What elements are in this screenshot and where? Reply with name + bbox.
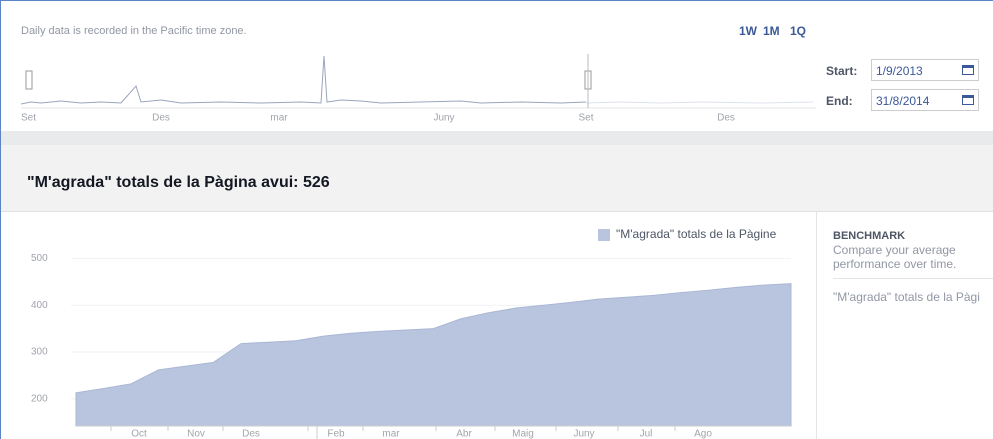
- range-handle[interactable]: [25, 70, 33, 90]
- range-1w[interactable]: 1W: [739, 24, 757, 38]
- y-tick-label: 200: [31, 393, 48, 404]
- timeline-label: Des: [152, 113, 170, 124]
- end-input[interactable]: 31/8/2014: [871, 89, 979, 111]
- x-tick-label: Abr: [456, 429, 472, 439]
- legend-swatch: [598, 229, 610, 241]
- x-tick-label: Maig: [512, 429, 534, 439]
- band-shadow: [1, 131, 993, 145]
- start-label: Start:: [826, 64, 858, 78]
- benchmark-rule: [833, 278, 993, 279]
- x-tick-label: Des: [242, 429, 260, 439]
- benchmark-metric[interactable]: "M'agrada" totals de la Pàgi: [833, 290, 980, 304]
- y-tick-label: 500: [31, 253, 48, 264]
- x-tick-label: mar: [382, 429, 400, 439]
- benchmark-text: Compare your average performance over ti…: [833, 243, 957, 271]
- x-tick-label: Juny: [573, 429, 594, 439]
- x-tick-label: Oct: [131, 429, 147, 439]
- y-tick-label: 400: [31, 300, 48, 311]
- timeline-label: mar: [270, 113, 288, 124]
- range-1m[interactable]: 1M: [763, 24, 780, 38]
- timeline-label: Set: [21, 113, 36, 124]
- y-tick-label: 300: [31, 347, 48, 358]
- timeline-label: Juny: [433, 113, 454, 124]
- timeline-label: Des: [717, 113, 735, 124]
- timeline[interactable]: Set Des mar Juny Set Des: [1, 46, 816, 131]
- calendar-icon[interactable]: [962, 95, 974, 105]
- chart: 200 300 400 500 Oct Nov Des Feb mar Abr Maig Juny Ju…: [31, 227, 792, 439]
- sparkline: [20, 55, 587, 105]
- x-tick-label: Nov: [187, 429, 205, 439]
- timezone-note: Daily data is recorded in the Pacific ti…: [21, 25, 247, 37]
- x-tick-label: Feb: [327, 429, 345, 439]
- timeline-label: Set: [578, 113, 593, 124]
- x-tick-label: Jul: [640, 429, 653, 439]
- range-1q[interactable]: 1Q: [790, 24, 807, 38]
- legend-label: "M'agrada" totals de la Pàgine: [616, 227, 777, 241]
- end-date: 31/8/2014: [876, 94, 930, 108]
- divider: [816, 212, 817, 439]
- area: [75, 283, 792, 427]
- calendar-icon[interactable]: [962, 65, 974, 75]
- sparkline-outside: [585, 101, 814, 104]
- benchmark-title: BENCHMARK: [833, 230, 906, 242]
- end-label: End:: [826, 94, 853, 108]
- timeline-outside: [586, 46, 816, 108]
- start-input[interactable]: 1/9/2013: [871, 59, 979, 81]
- start-date: 1/9/2013: [876, 64, 923, 78]
- x-tick-label: Ago: [694, 429, 712, 439]
- summary-title: "M'agrada" totals de la Pàgina avui: 526: [27, 174, 330, 191]
